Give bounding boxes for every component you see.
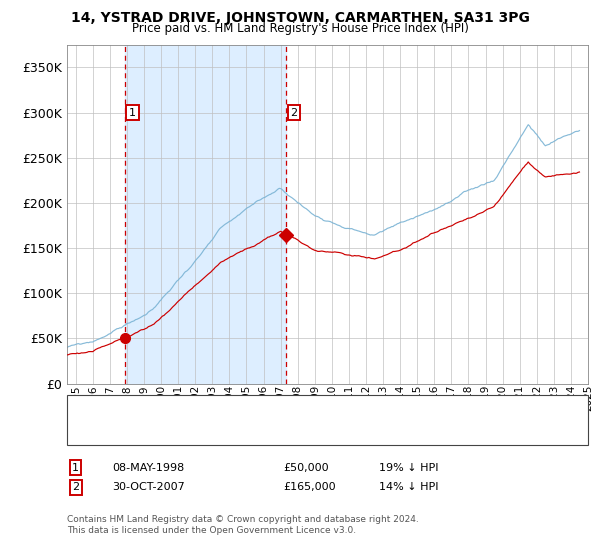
Text: 08-MAY-1998: 08-MAY-1998	[112, 463, 184, 473]
Text: 14% ↓ HPI: 14% ↓ HPI	[379, 482, 439, 492]
Text: 2: 2	[72, 482, 79, 492]
Text: £50,000: £50,000	[283, 463, 329, 473]
Text: HPI: Average price, detached house, Carmarthenshire: HPI: Average price, detached house, Carm…	[118, 426, 400, 436]
Text: 1: 1	[72, 463, 79, 473]
Text: 14, YSTRAD DRIVE, JOHNSTOWN, CARMARTHEN, SA31 3PG: 14, YSTRAD DRIVE, JOHNSTOWN, CARMARTHEN,…	[71, 11, 529, 25]
Text: 30-OCT-2007: 30-OCT-2007	[112, 482, 185, 492]
Text: 2: 2	[290, 108, 298, 118]
Text: Price paid vs. HM Land Registry's House Price Index (HPI): Price paid vs. HM Land Registry's House …	[131, 22, 469, 35]
Text: £165,000: £165,000	[283, 482, 336, 492]
Text: 1: 1	[129, 108, 136, 118]
Text: This data is licensed under the Open Government Licence v3.0.: This data is licensed under the Open Gov…	[67, 526, 356, 535]
Text: 14, YSTRAD DRIVE, JOHNSTOWN, CARMARTHEN, SA31 3PG (detached house): 14, YSTRAD DRIVE, JOHNSTOWN, CARMARTHEN,…	[118, 404, 518, 414]
Text: Contains HM Land Registry data © Crown copyright and database right 2024.: Contains HM Land Registry data © Crown c…	[67, 515, 419, 524]
Text: 19% ↓ HPI: 19% ↓ HPI	[379, 463, 439, 473]
